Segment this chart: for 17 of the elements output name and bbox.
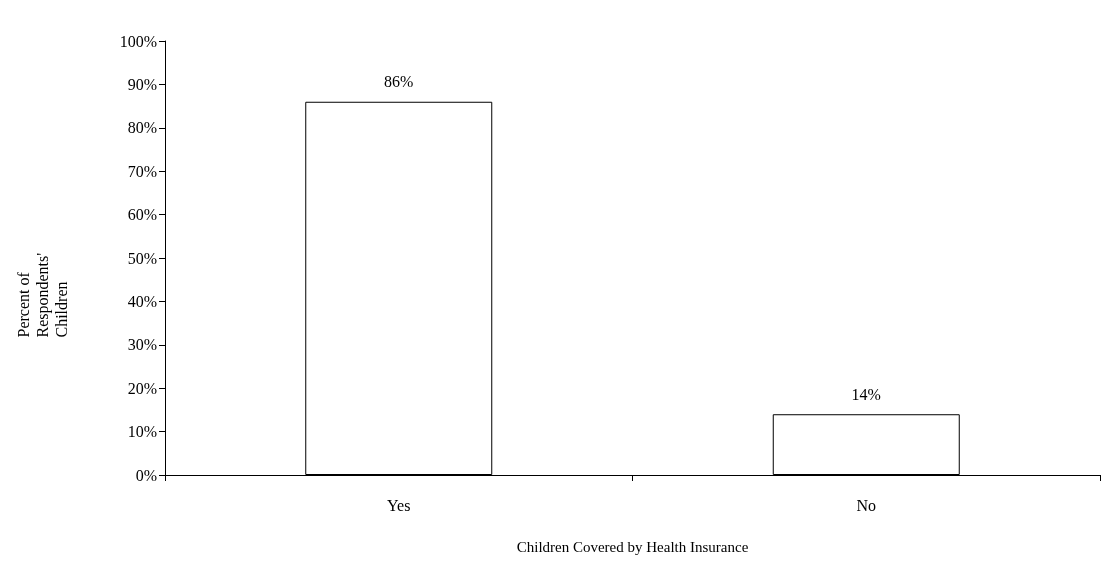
y-tick-label: 90% [127, 75, 157, 93]
y-tick-label: 40% [127, 292, 157, 310]
x-axis-title: Children Covered by Health Insurance [516, 538, 749, 555]
y-tick-label: 20% [127, 379, 157, 397]
data-label: 14% [851, 385, 881, 403]
x-tick-label: Yes [387, 496, 411, 514]
y-tick-label: 60% [127, 206, 157, 224]
y-tick-label: 30% [127, 336, 157, 354]
y-tick-label: 80% [127, 119, 157, 137]
y-tick-label: 0% [135, 466, 157, 484]
data-label: 86% [384, 73, 414, 91]
y-tick-label: 10% [127, 423, 157, 441]
y-tick-label: 50% [127, 249, 157, 267]
y-tick-label: 100% [119, 32, 157, 50]
y-axis-title: Percent of Respondents' Children [15, 248, 70, 338]
x-tick-label: No [856, 496, 877, 514]
y-tick-label: 70% [127, 162, 157, 180]
